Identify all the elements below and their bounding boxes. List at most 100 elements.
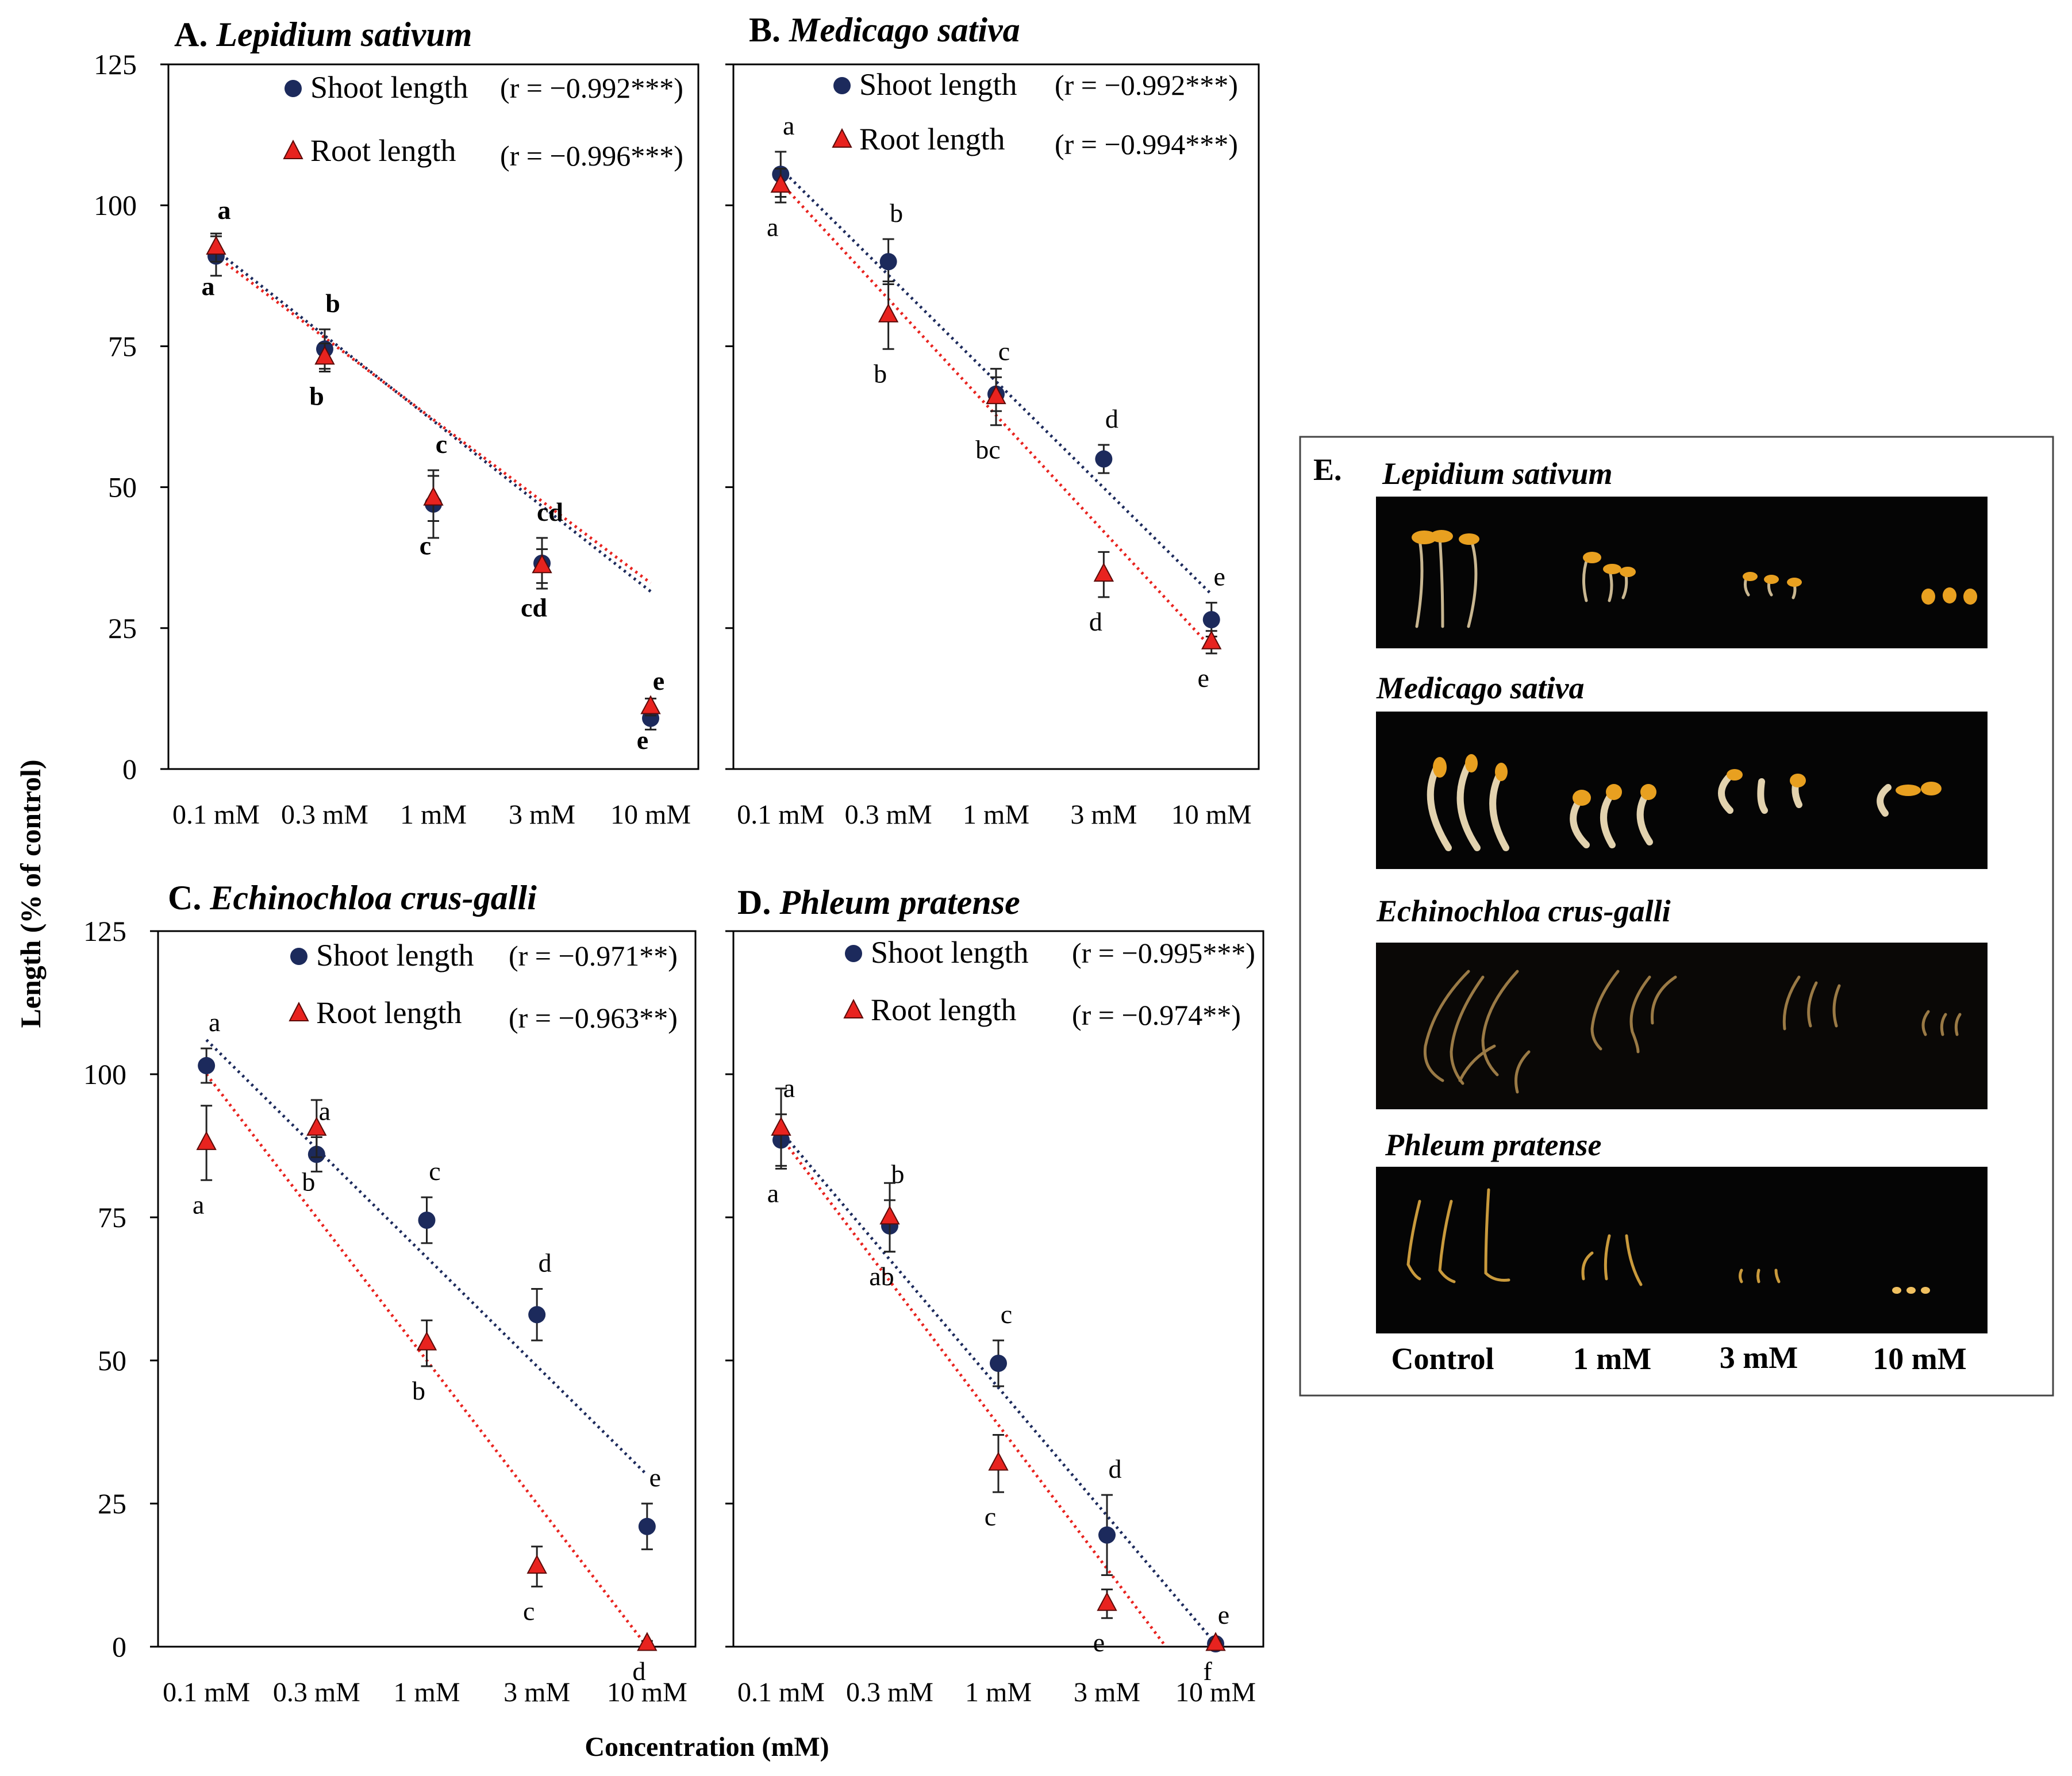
legend-shoot-label: Shoot length	[310, 70, 468, 105]
legend-shoot-r: (r = −0.971**)	[509, 940, 678, 972]
shoot-letter: d	[1105, 404, 1118, 433]
root-point	[878, 303, 899, 322]
root-letter: a	[193, 1190, 204, 1219]
root-point	[423, 486, 444, 506]
plot-frame	[732, 930, 1264, 1648]
seedling-seeds-phleum	[1892, 1287, 1930, 1294]
shoot-point	[528, 1306, 546, 1324]
legend-shoot-label: Shoot length	[871, 935, 1029, 970]
chart-title: D. Phleum pratense	[737, 883, 1020, 921]
shoot-point	[638, 1517, 656, 1535]
y-tick-label: 50	[98, 1344, 126, 1377]
legend-shoot-r: (r = −0.995***)	[1072, 937, 1255, 969]
panel-letter: A.	[174, 16, 216, 53]
chart-title: B. Medicago sativa	[749, 11, 1020, 49]
photo-species-label: Phleum pratense	[1385, 1128, 1602, 1162]
x-tick-label: 0.3 mM	[281, 799, 368, 830]
x-tick-label: 10 mM	[607, 1677, 687, 1708]
legend-root-label: Root length	[310, 133, 456, 168]
panel-letter: B.	[749, 11, 789, 49]
x-tick-label: 10 mM	[1171, 799, 1252, 830]
legend-shoot-marker	[290, 948, 307, 965]
legend-shoot-marker	[285, 80, 302, 97]
legend-shoot-label: Shoot length	[859, 67, 1017, 102]
x-tick-label: 0.3 mM	[273, 1677, 360, 1708]
legend-root-label: Root length	[316, 995, 462, 1030]
y-tick-label: 0	[122, 753, 137, 785]
chart-panel-d: D. Phleum pratense 0.1 mM 0.3 mM 1 mM 3 mM 10…	[725, 883, 1264, 1708]
chart-title: A. Lepidium sativum	[174, 16, 472, 53]
root-point	[986, 385, 1006, 405]
x-tick-label: 0.3 mM	[845, 799, 932, 830]
root-letter: bc	[975, 435, 1000, 464]
x-tick-label: 3 mM	[1074, 1677, 1140, 1708]
root-point	[532, 554, 552, 574]
photo-species-label: Lepidium sativum	[1382, 456, 1613, 491]
root-point	[314, 345, 335, 365]
shoot-letter: d	[539, 1248, 552, 1278]
legend-root-r: (r = −0.974**)	[1072, 999, 1241, 1031]
seedling-sprouts-echinochloa	[1423, 970, 1962, 1094]
chart-panels: A. Lepidium sativum 0 25 50 75 100 125 0.1 mM 0.…	[83, 11, 1264, 1708]
root-point	[879, 1205, 900, 1225]
root-point	[416, 1331, 437, 1351]
species-name: Lepidium sativum	[216, 16, 472, 53]
y-axis-label: Length (% of control)	[14, 759, 47, 1028]
root-point	[306, 1116, 327, 1136]
shoot-letter: a	[217, 195, 230, 225]
root-letter: ab	[869, 1262, 894, 1291]
shoot-letter: b	[325, 289, 340, 318]
legend-root-r: (r = −0.963**)	[509, 1002, 678, 1034]
root-letter: a	[201, 271, 214, 301]
shoot-letter: a	[783, 1074, 795, 1103]
root-trend-line	[779, 1136, 1167, 1648]
x-tick-label: 3 mM	[1070, 799, 1137, 830]
root-point	[640, 695, 661, 714]
y-tick-label: 25	[108, 612, 137, 644]
root-letter: e	[1093, 1628, 1105, 1657]
shoot-letter: c	[429, 1156, 440, 1186]
species-name: Echinochloa crus-galli	[209, 879, 537, 917]
shoot-point	[1202, 611, 1220, 629]
x-tick-label: 1 mM	[400, 799, 467, 830]
shoot-letter: d	[1109, 1454, 1122, 1483]
shoot-point	[198, 1057, 216, 1075]
photo-species-label: Echinochloa crus-galli	[1376, 894, 1671, 928]
shoot-letter: c	[436, 429, 447, 459]
root-letter: d	[632, 1656, 645, 1686]
species-name: Phleum pratense	[779, 883, 1020, 921]
shoot-letter: b	[890, 198, 903, 228]
root-letter: e	[637, 725, 648, 755]
chart-panel-a: A. Lepidium sativum 0 25 50 75 100 125 0.1 mM 0.…	[94, 16, 699, 830]
seedling-cotyledons-medicago	[1433, 754, 1942, 806]
plot-frame	[732, 63, 1260, 770]
root-point	[988, 1451, 1009, 1471]
x-tick-label: 1 mM	[393, 1677, 460, 1708]
x-tick-label: 0.1 mM	[163, 1677, 250, 1708]
species-name: Medicago sativa	[789, 11, 1020, 49]
root-point	[770, 174, 791, 193]
root-letter: c	[420, 531, 431, 560]
seedling-cotyledons-lepidium	[1412, 530, 1977, 605]
root-trend-line	[215, 255, 652, 585]
shoot-letter: e	[1218, 1600, 1229, 1629]
x-axis-label: Concentration (mM)	[585, 1732, 829, 1762]
legend-shoot-r: (r = −0.992***)	[1055, 69, 1238, 101]
y-tick-label: 75	[108, 330, 137, 362]
photo-column-label: Control	[1391, 1341, 1494, 1376]
panel-e-letter: E.	[1313, 452, 1342, 487]
x-tick-label: 0.1 mM	[172, 799, 260, 830]
root-letter: c	[985, 1502, 996, 1531]
x-tick-label: 0.3 mM	[846, 1677, 933, 1708]
y-tick-label: 125	[94, 48, 137, 80]
y-tick-label: 50	[108, 471, 137, 503]
y-tick-label: 25	[98, 1487, 126, 1520]
photo-column-label: 1 mM	[1573, 1341, 1651, 1376]
shoot-letter: e	[1214, 562, 1225, 591]
photo-column-label: 3 mM	[1720, 1340, 1798, 1375]
root-point	[1093, 562, 1114, 582]
x-tick-label: 3 mM	[509, 799, 575, 830]
legend-root-marker	[843, 998, 864, 1018]
legend-root-marker	[283, 139, 303, 159]
